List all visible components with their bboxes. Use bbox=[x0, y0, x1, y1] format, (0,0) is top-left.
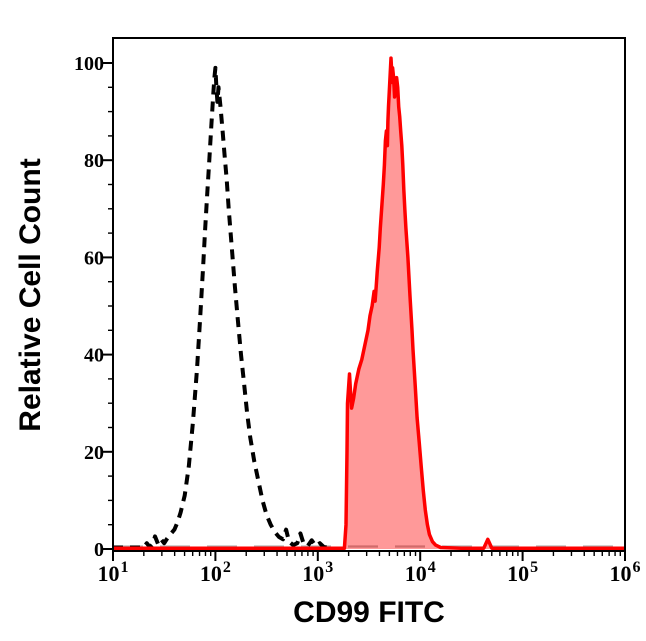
control-curve bbox=[113, 65, 333, 550]
y-tick-label: 100 bbox=[74, 53, 104, 75]
x-tick-label: 101 bbox=[98, 559, 129, 586]
x-axis-ticks bbox=[112, 551, 626, 561]
x-tick-label: 106 bbox=[610, 559, 641, 586]
x-tick-labels: 101 102 103 104 105 106 bbox=[98, 559, 641, 586]
stained-curve bbox=[113, 56, 625, 551]
x-tick-label: 104 bbox=[405, 559, 436, 586]
x-tick-label: 102 bbox=[200, 559, 231, 586]
y-axis-ticks bbox=[103, 62, 113, 550]
stained-curve-fill bbox=[113, 58, 625, 549]
y-tick-label: 20 bbox=[84, 442, 104, 464]
x-tick-label: 105 bbox=[507, 559, 538, 586]
y-axis-title: Relative Cell Count bbox=[14, 158, 47, 431]
plot-frame bbox=[112, 37, 626, 552]
y-tick-label: 80 bbox=[84, 150, 104, 172]
x-axis-title: CD99 FITC bbox=[293, 596, 445, 629]
y-tick-label: 60 bbox=[84, 247, 104, 269]
y-tick-label: 40 bbox=[84, 345, 104, 367]
y-tick-label: 0 bbox=[94, 539, 104, 561]
y-tick-labels: 0 20 40 60 80 100 bbox=[74, 53, 104, 561]
x-tick-label: 103 bbox=[302, 559, 333, 586]
